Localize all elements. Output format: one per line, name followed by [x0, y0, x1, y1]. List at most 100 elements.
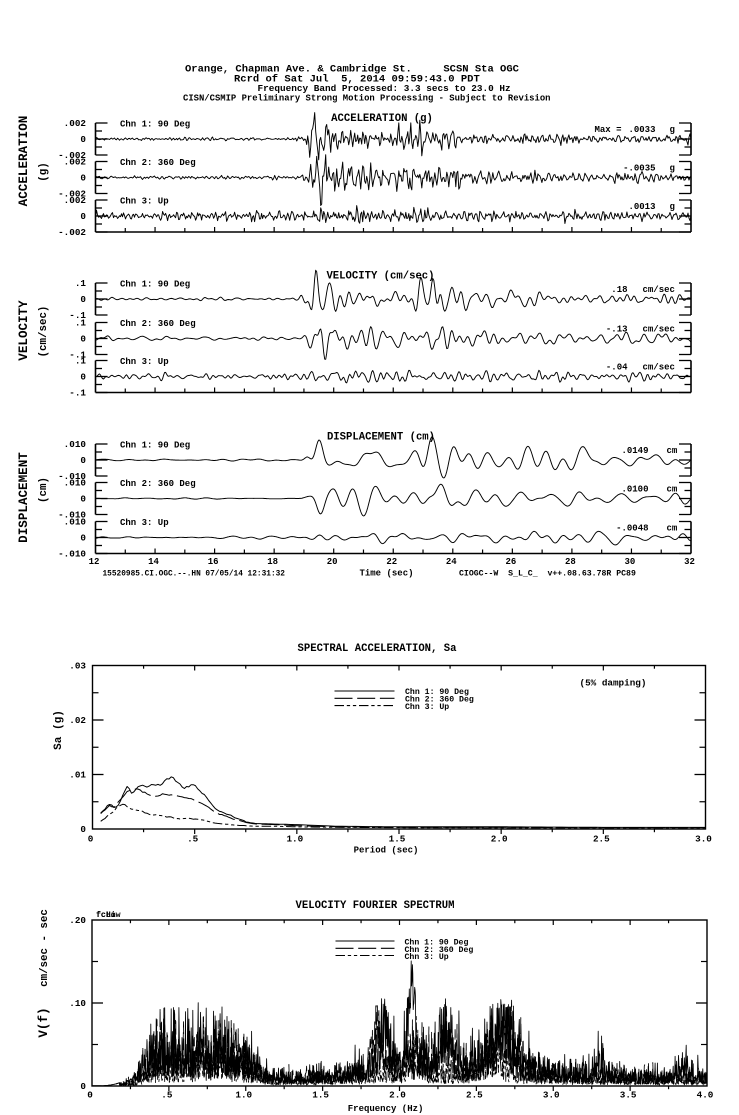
svg-text:0: 0	[80, 533, 86, 544]
svg-text:-.002: -.002	[58, 227, 86, 238]
svg-text:Chn 2: 360 Deg: Chn 2: 360 Deg	[120, 319, 196, 329]
svg-text:Chn 3: Up: Chn 3: Up	[120, 197, 169, 207]
svg-text:CIOGC--W S_L_C_ v++.08.63.78: CIOGC--W S_L_C_ v++.08.63.78R PC89	[459, 570, 636, 579]
svg-text:.010: .010	[64, 478, 87, 489]
svg-text:.1: .1	[75, 318, 87, 329]
svg-text:.03: .03	[69, 661, 86, 672]
svg-text:Chn 2: 360 Deg: Chn 2: 360 Deg	[405, 695, 474, 705]
svg-text:.02: .02	[69, 715, 86, 726]
svg-text:-.010: -.010	[58, 510, 86, 521]
svg-text:0: 0	[80, 824, 86, 835]
svg-text:SPECTRAL ACCELERATION, Sa: SPECTRAL ACCELERATION, Sa	[298, 643, 458, 655]
svg-text:0: 0	[80, 134, 86, 145]
svg-text:24: 24	[446, 557, 457, 567]
svg-text:cm: cm	[667, 446, 678, 456]
svg-text:CISN/CSMIP Preliminary Strong: CISN/CSMIP Preliminary Strong Motion Pro…	[183, 94, 551, 104]
svg-text:16: 16	[208, 557, 219, 567]
svg-text:DISPLACEMENT (cm): DISPLACEMENT (cm)	[327, 432, 435, 444]
svg-text:(g): (g)	[38, 162, 50, 181]
svg-text:Max =: Max =	[594, 125, 621, 135]
svg-text:Sa (g): Sa (g)	[53, 710, 65, 750]
svg-text:28: 28	[565, 557, 576, 567]
svg-text:1.0: 1.0	[286, 834, 303, 845]
svg-text:Frequency (Hz): Frequency (Hz)	[348, 1104, 424, 1114]
svg-text:.1: .1	[75, 278, 87, 289]
svg-text:12: 12	[89, 557, 100, 567]
svg-text:18: 18	[267, 557, 278, 567]
svg-text:.0149: .0149	[621, 446, 648, 456]
svg-text:0: 0	[80, 334, 86, 345]
svg-text:Chn 2: 360 Deg: Chn 2: 360 Deg	[405, 945, 474, 955]
svg-text:Chn 1: 90 Deg: Chn 1: 90 Deg	[405, 687, 469, 697]
svg-text:.10: .10	[69, 998, 86, 1009]
svg-text:DISPLACEMENT: DISPLACEMENT	[17, 452, 31, 543]
svg-text:ACCELERATION (g): ACCELERATION (g)	[331, 113, 433, 125]
svg-text:Chn 1: 90 Deg: Chn 1: 90 Deg	[120, 280, 190, 290]
svg-text:Chn 2: 360 Deg: Chn 2: 360 Deg	[120, 479, 196, 489]
svg-text:cm/sec: cm/sec	[643, 325, 675, 335]
svg-text:3.0: 3.0	[695, 834, 712, 845]
svg-text:4.0: 4.0	[697, 1090, 714, 1101]
svg-text:Orange, Chapman Ave. & Cambrid: Orange, Chapman Ave. & Cambridge St. SCS…	[185, 64, 520, 76]
svg-text:-.0048: -.0048	[616, 524, 648, 534]
svg-text:Frequency Band Processed: 3.3: Frequency Band Processed: 3.3 secs to 23…	[258, 83, 511, 94]
svg-text:Period (sec): Period (sec)	[354, 846, 419, 856]
svg-text:-.010: -.010	[58, 471, 86, 482]
svg-text:0: 0	[80, 455, 86, 466]
svg-text:.010: .010	[64, 517, 87, 528]
svg-text:cm/sec: cm/sec	[643, 363, 675, 373]
svg-text:.18: .18	[611, 285, 627, 295]
svg-text:g: g	[670, 164, 675, 174]
svg-text:.002: .002	[64, 157, 87, 168]
svg-text:V(f): V(f)	[37, 1007, 51, 1037]
svg-text:-.13: -.13	[606, 325, 628, 335]
svg-text:0: 0	[80, 1081, 86, 1092]
svg-text:32: 32	[684, 557, 695, 567]
svg-text:-.1: -.1	[69, 388, 86, 399]
svg-text:-.04: -.04	[606, 363, 628, 373]
svg-text:.5: .5	[187, 834, 199, 845]
svg-text:3.5: 3.5	[620, 1090, 637, 1101]
svg-text:VELOCITY: VELOCITY	[17, 300, 31, 361]
svg-text:Rcrd of Sat Jul 5, 2014 09:59: Rcrd of Sat Jul 5, 2014 09:59:43.0 PDT	[234, 74, 480, 86]
svg-text:.010: .010	[64, 439, 87, 450]
svg-text:1.5: 1.5	[389, 834, 406, 845]
svg-text:VELOCITY FOURIER SPECTRUM: VELOCITY FOURIER SPECTRUM	[296, 900, 455, 912]
svg-text:3.0: 3.0	[543, 1090, 560, 1101]
svg-text:-.002: -.002	[58, 189, 86, 200]
svg-text:-.002: -.002	[58, 150, 86, 161]
svg-text:22: 22	[386, 557, 397, 567]
svg-text:15520985.CI.OGC.--.HN 07/05/14: 15520985.CI.OGC.--.HN 07/05/14 12:31:32	[103, 571, 286, 579]
svg-text:(5% damping): (5% damping)	[580, 678, 647, 689]
svg-text:0: 0	[80, 372, 86, 383]
svg-text:.5: .5	[161, 1090, 173, 1101]
svg-text:Time (sec): Time (sec)	[359, 569, 413, 579]
svg-text:14: 14	[148, 557, 159, 567]
svg-text:.20: .20	[69, 915, 86, 926]
svg-text:0: 0	[80, 173, 86, 184]
svg-text:g: g	[670, 202, 675, 212]
svg-text:1.5: 1.5	[312, 1090, 329, 1101]
svg-text:Chn 2: 360 Deg: Chn 2: 360 Deg	[120, 158, 196, 168]
svg-text:0: 0	[80, 494, 86, 505]
svg-text:-.1: -.1	[69, 350, 86, 361]
svg-text:.0100: .0100	[621, 485, 648, 495]
svg-text:0: 0	[87, 1090, 93, 1101]
svg-text:ACCELERATION: ACCELERATION	[17, 116, 31, 207]
svg-text:26: 26	[505, 557, 516, 567]
svg-text:Chn 3: Up: Chn 3: Up	[405, 952, 449, 962]
svg-text:2.0: 2.0	[491, 834, 508, 845]
svg-text:-.1: -.1	[69, 310, 86, 321]
svg-text:.002: .002	[64, 118, 87, 129]
svg-text:.01: .01	[69, 770, 86, 781]
svg-text:0: 0	[80, 294, 86, 305]
svg-text:cm/sec: cm/sec	[643, 285, 675, 295]
svg-text:.002: .002	[64, 195, 87, 206]
svg-text:Chn 1: 90 Deg: Chn 1: 90 Deg	[120, 441, 190, 451]
svg-text:Chn 1: 90 Deg: Chn 1: 90 Deg	[120, 120, 190, 130]
svg-text:.0013: .0013	[628, 202, 655, 212]
svg-text:-.0035: -.0035	[623, 164, 655, 174]
svg-text:30: 30	[625, 557, 636, 567]
svg-text:.1: .1	[75, 356, 87, 367]
svg-text:cm/sec - sec: cm/sec - sec	[39, 909, 51, 987]
